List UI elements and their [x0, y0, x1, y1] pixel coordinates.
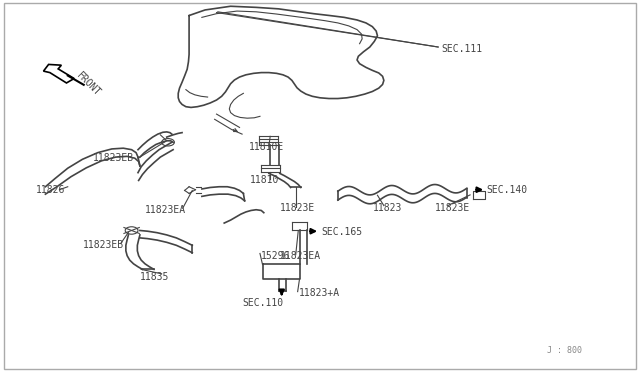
Text: J : 800: J : 800	[547, 346, 582, 355]
Text: 11835: 11835	[140, 272, 170, 282]
Text: 11823EB: 11823EB	[93, 153, 134, 163]
Text: 11826: 11826	[36, 185, 65, 195]
Text: SEC.110: SEC.110	[242, 298, 284, 308]
Text: 11823+A: 11823+A	[299, 288, 340, 298]
Text: FRONT: FRONT	[74, 70, 102, 98]
Text: 11823E: 11823E	[435, 203, 470, 213]
Text: 15296: 15296	[261, 251, 291, 262]
Text: 11823E: 11823E	[280, 203, 315, 213]
Text: SEC.140: SEC.140	[486, 185, 527, 195]
Text: 11823: 11823	[372, 203, 402, 213]
Text: SEC.165: SEC.165	[321, 227, 362, 237]
Text: 11823EA: 11823EA	[145, 205, 186, 215]
Text: SEC.111: SEC.111	[442, 44, 483, 54]
Text: 11823EA: 11823EA	[280, 251, 321, 262]
Text: 11823EB: 11823EB	[83, 240, 124, 250]
Text: 11810E: 11810E	[248, 142, 284, 152]
Polygon shape	[44, 64, 74, 83]
Text: 11810: 11810	[250, 176, 279, 185]
